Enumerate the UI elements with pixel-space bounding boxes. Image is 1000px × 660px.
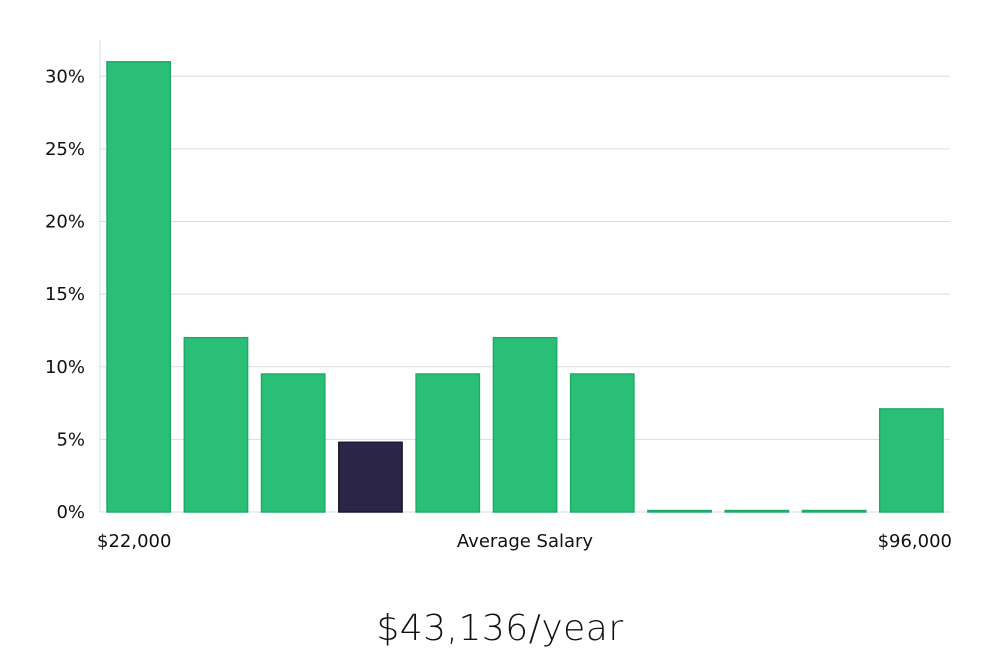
- bars: [106, 61, 944, 513]
- x-axis-title: Average Salary: [457, 531, 594, 552]
- bar-highlighted: [338, 441, 403, 513]
- bar: [183, 336, 249, 513]
- average-salary-value: $43,136/year: [376, 608, 624, 649]
- bar: [801, 509, 867, 513]
- y-tick-label: 30%: [45, 66, 85, 87]
- bar: [260, 373, 326, 513]
- y-tick-label: 25%: [45, 139, 85, 160]
- x-axis-max-label: $96,000: [878, 531, 952, 552]
- y-tick-label: 10%: [45, 357, 85, 378]
- y-axis-ticks: 0% 5% 10% 15% 20% 25% 30%: [45, 66, 85, 523]
- x-axis-min-label: $22,000: [97, 531, 171, 552]
- bar: [878, 408, 944, 513]
- bar: [415, 373, 481, 513]
- y-tick-label: 15%: [45, 284, 85, 305]
- bar: [569, 373, 635, 513]
- y-tick-label: 5%: [56, 429, 85, 450]
- y-tick-label: 20%: [45, 212, 85, 233]
- salary-distribution-chart: 0% 5% 10% 15% 20% 25% 30% $22,000 Average Sala…: [45, 40, 952, 552]
- bar: [106, 61, 172, 513]
- bar: [647, 509, 712, 513]
- bar: [492, 336, 558, 513]
- y-tick-label: 0%: [56, 502, 85, 523]
- bar: [724, 509, 790, 513]
